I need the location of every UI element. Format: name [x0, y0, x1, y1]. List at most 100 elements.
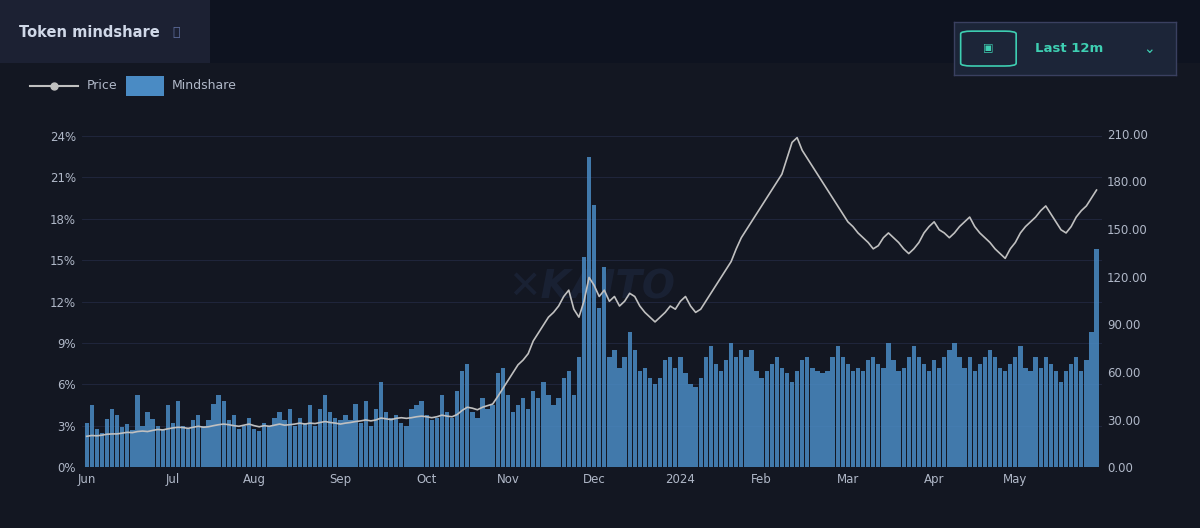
- Bar: [227, 420, 230, 467]
- Bar: [521, 398, 526, 467]
- Bar: [1069, 364, 1073, 467]
- Bar: [288, 409, 292, 467]
- Bar: [202, 426, 205, 467]
- Bar: [272, 418, 276, 467]
- Bar: [694, 387, 697, 467]
- Bar: [901, 368, 906, 467]
- Bar: [1033, 357, 1038, 467]
- Bar: [978, 364, 982, 467]
- Bar: [592, 205, 596, 467]
- Bar: [835, 346, 840, 467]
- Bar: [323, 395, 328, 467]
- Bar: [505, 395, 510, 467]
- Bar: [678, 357, 683, 467]
- Bar: [486, 409, 490, 467]
- Bar: [689, 384, 692, 467]
- Bar: [821, 373, 824, 467]
- Bar: [912, 346, 916, 467]
- Bar: [455, 391, 460, 467]
- Bar: [84, 423, 89, 467]
- Bar: [247, 418, 251, 467]
- Bar: [236, 429, 241, 467]
- Bar: [734, 357, 738, 467]
- Bar: [1013, 357, 1018, 467]
- Bar: [359, 423, 362, 467]
- Bar: [466, 364, 469, 467]
- Bar: [293, 426, 296, 467]
- Bar: [420, 401, 424, 467]
- Bar: [262, 423, 266, 467]
- Bar: [186, 429, 191, 467]
- Bar: [653, 384, 658, 467]
- Bar: [434, 418, 439, 467]
- Bar: [409, 409, 414, 467]
- Bar: [571, 395, 576, 467]
- Bar: [896, 371, 901, 467]
- Bar: [937, 368, 941, 467]
- Bar: [120, 427, 125, 467]
- Bar: [480, 398, 485, 467]
- Bar: [866, 360, 870, 467]
- Bar: [313, 426, 317, 467]
- Bar: [491, 405, 494, 467]
- Bar: [887, 343, 890, 467]
- Bar: [445, 412, 449, 467]
- Bar: [364, 401, 368, 467]
- Bar: [612, 350, 617, 467]
- Bar: [739, 350, 744, 467]
- Bar: [719, 371, 724, 467]
- Bar: [176, 401, 180, 467]
- Bar: [541, 382, 546, 467]
- Bar: [516, 405, 520, 467]
- Text: Mindshare: Mindshare: [172, 79, 236, 92]
- Bar: [598, 308, 601, 467]
- Bar: [755, 371, 758, 467]
- Bar: [637, 371, 642, 467]
- Bar: [328, 412, 332, 467]
- Bar: [348, 420, 353, 467]
- Bar: [769, 364, 774, 467]
- Bar: [211, 404, 216, 467]
- Bar: [100, 433, 104, 467]
- Bar: [972, 371, 977, 467]
- Bar: [664, 360, 667, 467]
- Text: Last 12m: Last 12m: [1036, 42, 1104, 55]
- Bar: [856, 368, 860, 467]
- Text: Token mindshare: Token mindshare: [19, 25, 160, 41]
- Bar: [1028, 371, 1033, 467]
- Bar: [308, 405, 312, 467]
- Bar: [683, 373, 688, 467]
- Bar: [998, 368, 1002, 467]
- Bar: [566, 371, 571, 467]
- Bar: [354, 404, 358, 467]
- Bar: [400, 423, 403, 467]
- Bar: [724, 360, 728, 467]
- Bar: [161, 429, 164, 467]
- Bar: [851, 371, 856, 467]
- Bar: [170, 423, 175, 467]
- Bar: [181, 426, 185, 467]
- Bar: [536, 398, 540, 467]
- Bar: [318, 409, 323, 467]
- Bar: [892, 360, 895, 467]
- Bar: [992, 357, 997, 467]
- Bar: [1038, 368, 1043, 467]
- Bar: [404, 426, 408, 467]
- Bar: [191, 420, 196, 467]
- Text: Price: Price: [86, 79, 118, 92]
- Bar: [826, 371, 829, 467]
- Bar: [1094, 249, 1099, 467]
- Bar: [373, 409, 378, 467]
- Bar: [815, 371, 820, 467]
- Bar: [242, 426, 246, 467]
- Bar: [532, 391, 535, 467]
- Bar: [110, 409, 114, 467]
- Bar: [130, 430, 134, 467]
- Bar: [216, 395, 221, 467]
- Bar: [841, 357, 845, 467]
- Bar: [140, 426, 145, 467]
- Bar: [379, 382, 383, 467]
- Bar: [439, 395, 444, 467]
- Bar: [430, 420, 434, 467]
- Bar: [196, 415, 200, 467]
